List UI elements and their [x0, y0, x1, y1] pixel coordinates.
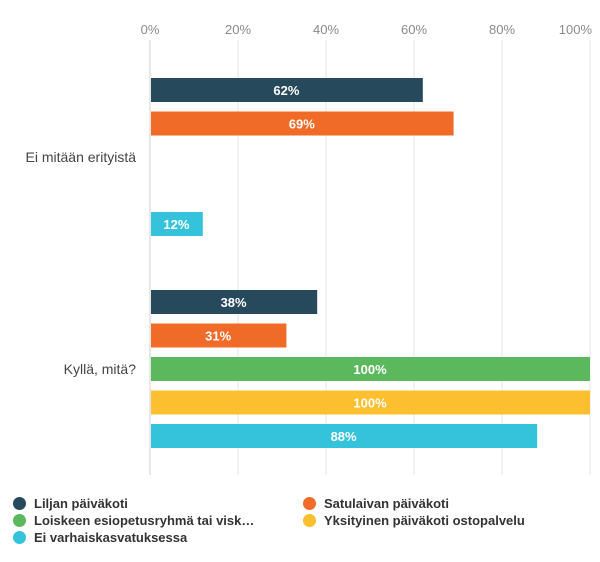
x-tick-label: 80%: [489, 22, 515, 37]
legend-item[interactable]: Liljan päiväkoti: [13, 494, 128, 512]
bar-value-label: 31%: [205, 329, 231, 344]
bar: [151, 111, 454, 136]
bar: [151, 390, 590, 415]
legend-item[interactable]: Satulaivan päiväkoti: [303, 494, 449, 512]
x-tick-label: 20%: [225, 22, 251, 37]
category-labels: Ei mitään erityistä Kyllä, mitä?: [26, 149, 137, 377]
legend-item[interactable]: Ei varhaiskasvatuksessa: [13, 528, 187, 546]
bars: 62% 69% 12% 38% 31% 100% 100% 88%: [151, 78, 590, 448]
bar: [151, 78, 423, 102]
legend-label: Ei varhaiskasvatuksessa: [34, 529, 188, 545]
legend-color-dot: [13, 496, 26, 510]
legend-label: Loiskeen esiopetusryhmä tai visk…: [34, 512, 255, 528]
bar-value-label: 88%: [331, 429, 357, 444]
legend-item[interactable]: Loiskeen esiopetusryhmä tai visk…: [13, 511, 254, 529]
x-axis-ticks: 0% 20% 40% 60% 80% 100%: [141, 22, 593, 37]
category-label: Ei mitään erityistä: [26, 149, 137, 165]
bar-value-label: 100%: [353, 362, 387, 377]
x-tick-label: 60%: [401, 22, 427, 37]
category-label: Kyllä, mitä?: [64, 361, 137, 377]
legend-color-dot: [303, 513, 316, 527]
legend-label: Liljan päiväkoti: [34, 495, 128, 511]
bar-value-label: 62%: [273, 83, 299, 98]
bar-value-label: 38%: [221, 295, 247, 310]
legend-color-dot: [13, 513, 26, 527]
x-tick-label: 100%: [559, 22, 593, 37]
bar: [151, 212, 203, 236]
x-tick-label: 40%: [313, 22, 339, 37]
bar: [151, 424, 538, 448]
bar-value-label: 12%: [163, 217, 189, 232]
legend-label: Satulaivan päiväkoti: [324, 495, 449, 511]
bar-value-label: 100%: [353, 396, 387, 411]
chart: 0% 20% 40% 60% 80% 100% Ei mitään erityistä Ky…: [26, 22, 593, 475]
bar-value-label: 69%: [289, 117, 315, 132]
bar: [151, 323, 287, 348]
bar: [151, 290, 318, 314]
legend-color-dot: [303, 496, 316, 510]
legend-label: Yksityinen päiväkoti ostopalvelu: [324, 512, 525, 528]
x-tick-label: 0%: [141, 22, 160, 37]
legend-color-dot: [13, 530, 26, 544]
bar: [151, 357, 590, 381]
legend-item[interactable]: Yksityinen päiväkoti ostopalvelu: [303, 511, 525, 529]
